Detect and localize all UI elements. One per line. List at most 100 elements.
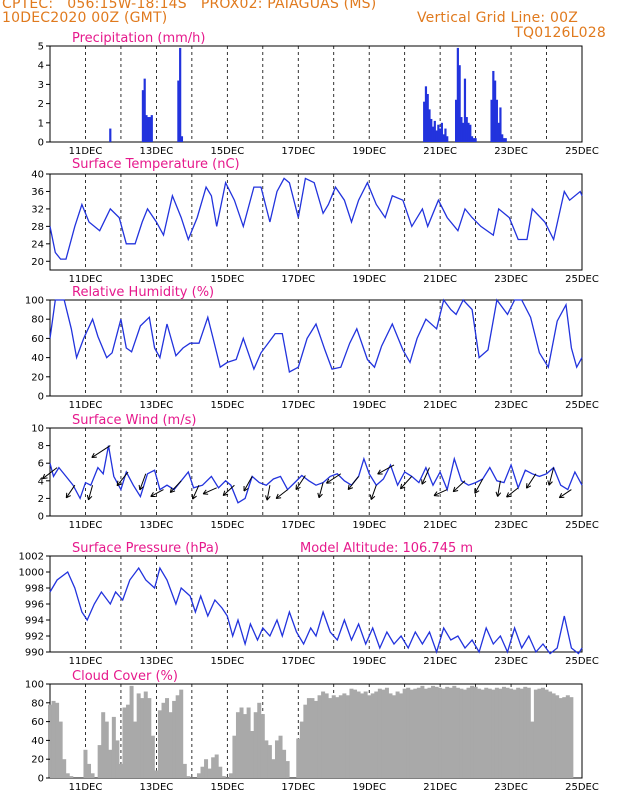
precipitation-ytick-label: 0: [38, 138, 44, 149]
cloud-bar: [83, 749, 88, 778]
precipitation-bar: [504, 138, 507, 142]
cloud-bar: [306, 698, 311, 778]
pressure-xtick-label: 17DEC: [281, 656, 315, 667]
wind-arrow-head: [348, 487, 354, 491]
cloud-bar: [104, 721, 109, 778]
cloud-bar: [87, 763, 92, 778]
cloud-bar: [484, 687, 489, 778]
wind-arrow-head: [223, 493, 229, 496]
wind-arrow-head: [276, 497, 282, 500]
wind-arrow: [326, 473, 342, 484]
cloud-bar: [441, 688, 446, 778]
wind-arrow: [169, 480, 182, 493]
pressure-ytick-label: 992: [25, 632, 44, 643]
cloud-bar: [211, 757, 216, 778]
cloud-bar: [565, 695, 570, 778]
cloud-bar: [235, 712, 240, 778]
wind-arrow-head: [495, 491, 499, 497]
cloud-bar: [200, 766, 205, 778]
cloud-bar: [168, 712, 173, 778]
cloud-bar: [55, 702, 60, 778]
cloud-bar: [282, 749, 287, 778]
wind-arrow-head: [318, 493, 323, 499]
precipitation-bar: [462, 122, 465, 142]
cloud-bar: [161, 702, 166, 778]
cloud-bar: [345, 695, 350, 778]
precipitation-bar: [141, 90, 145, 142]
wind-arrow-head: [138, 484, 141, 490]
humidity-ytick-label: 100: [25, 296, 44, 307]
wind-arrow-head: [377, 469, 381, 475]
temperature-ytick-label: 32: [31, 204, 44, 215]
cloud-bar: [260, 714, 265, 778]
wind-arrow-head: [66, 495, 71, 499]
precipitation-bar: [424, 86, 428, 142]
wind-arrow: [139, 473, 147, 491]
precipitation-xtick-label: 19DEC: [352, 146, 386, 157]
precipitation-bar: [499, 107, 502, 142]
precipitation-bar: [179, 47, 182, 142]
wind-arrow: [347, 476, 359, 490]
precipitation-bar: [469, 124, 472, 142]
cloud-bar: [409, 689, 414, 778]
cloud-ytick-label: 0: [38, 774, 44, 785]
wind-arrow-head: [497, 492, 502, 497]
cloud-bar: [111, 716, 116, 778]
precipitation-xtick-label: 23DEC: [494, 146, 528, 157]
cloud-bar: [118, 763, 123, 778]
cloud-bar: [264, 740, 269, 778]
cloud-bar: [455, 687, 460, 778]
wind-arrow: [243, 476, 253, 492]
wind-arrow-head: [116, 483, 122, 487]
wind-arrow-head: [266, 496, 271, 501]
wind-arrow-head: [202, 489, 207, 495]
temperature-xtick-label: 11DEC: [69, 274, 103, 285]
cloud-bar: [186, 776, 191, 778]
cloud-xtick-label: 19DEC: [352, 782, 386, 793]
precipitation-bar: [456, 47, 459, 142]
cloud-bar: [115, 740, 120, 778]
humidity-xtick-label: 19DEC: [352, 400, 386, 411]
wind-arrow: [377, 464, 395, 475]
cloud-bar: [278, 735, 283, 778]
header-datetime: 10DEC2020 00Z (GMT): [2, 10, 168, 26]
cloud-bar: [544, 689, 549, 778]
cloud-bar: [388, 693, 393, 778]
pressure-xtick-label: 15DEC: [210, 656, 244, 667]
pressure-ytick-label: 994: [25, 616, 44, 627]
precipitation-bar: [435, 130, 438, 142]
cloud-bar: [48, 704, 52, 778]
precipitation-bar: [494, 80, 497, 142]
cloud-bar: [246, 707, 251, 778]
humidity-ytick-label: 20: [31, 372, 44, 383]
precipitation-xtick-label: 17DEC: [281, 146, 315, 157]
cloud-bar: [221, 776, 226, 778]
cloud-bar: [374, 691, 379, 778]
precipitation-bar: [497, 122, 500, 142]
cloud-bar: [271, 759, 276, 778]
wind-arrow-head: [548, 481, 553, 486]
wind-arrow-head: [453, 489, 459, 493]
cloud-bar: [97, 745, 102, 778]
wind-xtick-label: 11DEC: [69, 520, 103, 531]
wind-arrow: [266, 485, 271, 501]
cloud-bar: [491, 689, 496, 778]
pressure-xtick-label: 11DEC: [69, 656, 103, 667]
precipitation-bar: [465, 117, 468, 142]
precipitation-title: Precipitation (mm/h): [72, 31, 205, 46]
pressure-subtitle: Model Altitude: 106.745 m: [300, 541, 473, 556]
pressure-ytick-label: 998: [25, 584, 44, 595]
cloud-bar: [204, 759, 209, 778]
cloud-bar: [381, 689, 386, 778]
precipitation-bar: [501, 134, 504, 142]
wind-arrow: [295, 475, 306, 490]
cloud-bar: [555, 695, 560, 778]
pressure-ytick-label: 996: [25, 600, 44, 611]
cloud-bar: [399, 693, 404, 778]
precipitation-bar: [148, 117, 152, 142]
cloud-title: Cloud Cover (%): [72, 669, 178, 684]
cloud-bar: [253, 712, 258, 778]
cloud-bar: [214, 754, 219, 778]
wind-arrow-head: [169, 487, 173, 493]
temperature-line: [49, 177, 583, 260]
